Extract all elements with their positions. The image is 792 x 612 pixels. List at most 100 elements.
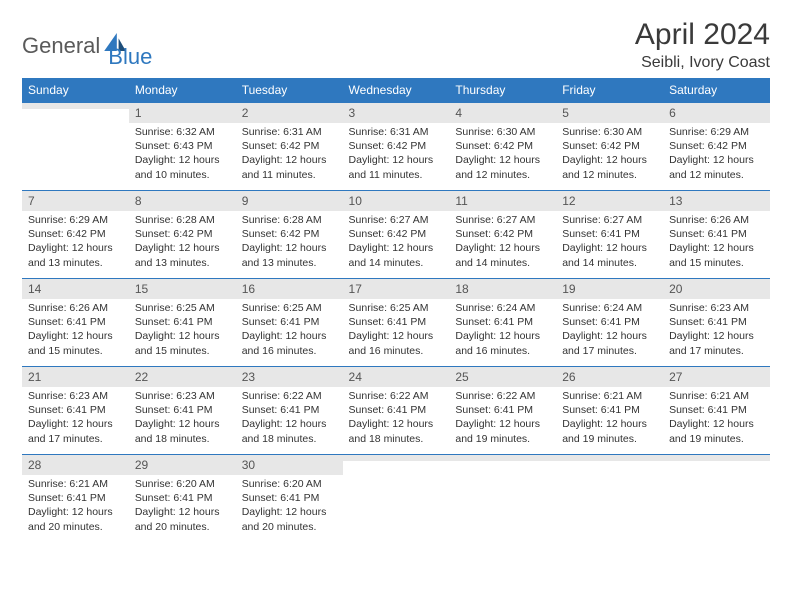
calendar-day-cell: 20Sunrise: 6:23 AMSunset: 6:41 PMDayligh… <box>663 278 770 366</box>
day-number: 4 <box>449 103 556 123</box>
calendar-day-cell: 11Sunrise: 6:27 AMSunset: 6:42 PMDayligh… <box>449 190 556 278</box>
day-number: 16 <box>236 279 343 299</box>
day-details: Sunrise: 6:23 AMSunset: 6:41 PMDaylight:… <box>22 387 129 452</box>
calendar-day-cell: 23Sunrise: 6:22 AMSunset: 6:41 PMDayligh… <box>236 366 343 454</box>
calendar-day-cell: 24Sunrise: 6:22 AMSunset: 6:41 PMDayligh… <box>343 366 450 454</box>
day-number: 29 <box>129 455 236 475</box>
calendar-day-cell <box>22 102 129 190</box>
day-details: Sunrise: 6:30 AMSunset: 6:42 PMDaylight:… <box>556 123 663 188</box>
calendar-day-cell <box>556 454 663 542</box>
day-number: 27 <box>663 367 770 387</box>
calendar-day-cell: 18Sunrise: 6:24 AMSunset: 6:41 PMDayligh… <box>449 278 556 366</box>
calendar-day-cell: 15Sunrise: 6:25 AMSunset: 6:41 PMDayligh… <box>129 278 236 366</box>
calendar-day-cell: 28Sunrise: 6:21 AMSunset: 6:41 PMDayligh… <box>22 454 129 542</box>
calendar-day-cell: 7Sunrise: 6:29 AMSunset: 6:42 PMDaylight… <box>22 190 129 278</box>
day-number: 19 <box>556 279 663 299</box>
day-details: Sunrise: 6:22 AMSunset: 6:41 PMDaylight:… <box>449 387 556 452</box>
calendar-day-cell <box>663 454 770 542</box>
day-details: Sunrise: 6:21 AMSunset: 6:41 PMDaylight:… <box>663 387 770 452</box>
calendar-day-cell: 30Sunrise: 6:20 AMSunset: 6:41 PMDayligh… <box>236 454 343 542</box>
logo: General Blue <box>22 22 152 70</box>
day-number: 8 <box>129 191 236 211</box>
day-details: Sunrise: 6:22 AMSunset: 6:41 PMDaylight:… <box>343 387 450 452</box>
day-details: Sunrise: 6:29 AMSunset: 6:42 PMDaylight:… <box>22 211 129 276</box>
calendar-page: General Blue April 2024 Seibli, Ivory Co… <box>0 0 792 542</box>
calendar-week: 1Sunrise: 6:32 AMSunset: 6:43 PMDaylight… <box>22 102 770 190</box>
day-details: Sunrise: 6:31 AMSunset: 6:42 PMDaylight:… <box>236 123 343 188</box>
calendar-day-cell: 22Sunrise: 6:23 AMSunset: 6:41 PMDayligh… <box>129 366 236 454</box>
weekday-header: Saturday <box>663 78 770 102</box>
weekday-header: Friday <box>556 78 663 102</box>
day-details: Sunrise: 6:24 AMSunset: 6:41 PMDaylight:… <box>556 299 663 364</box>
calendar-week: 14Sunrise: 6:26 AMSunset: 6:41 PMDayligh… <box>22 278 770 366</box>
calendar-table: Sunday Monday Tuesday Wednesday Thursday… <box>22 78 770 542</box>
day-details: Sunrise: 6:22 AMSunset: 6:41 PMDaylight:… <box>236 387 343 452</box>
day-details: Sunrise: 6:25 AMSunset: 6:41 PMDaylight:… <box>236 299 343 364</box>
day-number: 18 <box>449 279 556 299</box>
day-details: Sunrise: 6:25 AMSunset: 6:41 PMDaylight:… <box>129 299 236 364</box>
weekday-header: Tuesday <box>236 78 343 102</box>
day-number: 17 <box>343 279 450 299</box>
day-details: Sunrise: 6:20 AMSunset: 6:41 PMDaylight:… <box>236 475 343 540</box>
calendar-day-cell: 4Sunrise: 6:30 AMSunset: 6:42 PMDaylight… <box>449 102 556 190</box>
weekday-header: Wednesday <box>343 78 450 102</box>
day-number: 7 <box>22 191 129 211</box>
weekday-header: Thursday <box>449 78 556 102</box>
calendar-day-cell: 10Sunrise: 6:27 AMSunset: 6:42 PMDayligh… <box>343 190 450 278</box>
day-details: Sunrise: 6:32 AMSunset: 6:43 PMDaylight:… <box>129 123 236 188</box>
day-number: 11 <box>449 191 556 211</box>
calendar-day-cell: 13Sunrise: 6:26 AMSunset: 6:41 PMDayligh… <box>663 190 770 278</box>
calendar-day-cell: 25Sunrise: 6:22 AMSunset: 6:41 PMDayligh… <box>449 366 556 454</box>
day-number: 5 <box>556 103 663 123</box>
logo-text-general: General <box>22 33 100 59</box>
day-details: Sunrise: 6:27 AMSunset: 6:41 PMDaylight:… <box>556 211 663 276</box>
day-number: 12 <box>556 191 663 211</box>
calendar-day-cell: 9Sunrise: 6:28 AMSunset: 6:42 PMDaylight… <box>236 190 343 278</box>
day-number: 23 <box>236 367 343 387</box>
logo-text-blue: Blue <box>108 44 152 70</box>
day-number: 20 <box>663 279 770 299</box>
weekday-header: Sunday <box>22 78 129 102</box>
calendar-day-cell: 29Sunrise: 6:20 AMSunset: 6:41 PMDayligh… <box>129 454 236 542</box>
day-details: Sunrise: 6:20 AMSunset: 6:41 PMDaylight:… <box>129 475 236 540</box>
day-details: Sunrise: 6:27 AMSunset: 6:42 PMDaylight:… <box>343 211 450 276</box>
calendar-day-cell: 27Sunrise: 6:21 AMSunset: 6:41 PMDayligh… <box>663 366 770 454</box>
day-number: 13 <box>663 191 770 211</box>
day-details: Sunrise: 6:23 AMSunset: 6:41 PMDaylight:… <box>129 387 236 452</box>
calendar-day-cell: 8Sunrise: 6:28 AMSunset: 6:42 PMDaylight… <box>129 190 236 278</box>
day-number: 24 <box>343 367 450 387</box>
day-details: Sunrise: 6:31 AMSunset: 6:42 PMDaylight:… <box>343 123 450 188</box>
day-number: 15 <box>129 279 236 299</box>
day-details: Sunrise: 6:23 AMSunset: 6:41 PMDaylight:… <box>663 299 770 364</box>
calendar-day-cell: 26Sunrise: 6:21 AMSunset: 6:41 PMDayligh… <box>556 366 663 454</box>
day-details: Sunrise: 6:25 AMSunset: 6:41 PMDaylight:… <box>343 299 450 364</box>
month-title: April 2024 <box>635 18 770 52</box>
day-details: Sunrise: 6:28 AMSunset: 6:42 PMDaylight:… <box>236 211 343 276</box>
day-details: Sunrise: 6:28 AMSunset: 6:42 PMDaylight:… <box>129 211 236 276</box>
header: General Blue April 2024 Seibli, Ivory Co… <box>22 18 770 72</box>
calendar-day-cell: 5Sunrise: 6:30 AMSunset: 6:42 PMDaylight… <box>556 102 663 190</box>
calendar-day-cell: 1Sunrise: 6:32 AMSunset: 6:43 PMDaylight… <box>129 102 236 190</box>
calendar-day-cell: 6Sunrise: 6:29 AMSunset: 6:42 PMDaylight… <box>663 102 770 190</box>
day-number: 25 <box>449 367 556 387</box>
location: Seibli, Ivory Coast <box>635 54 770 72</box>
day-details: Sunrise: 6:30 AMSunset: 6:42 PMDaylight:… <box>449 123 556 188</box>
calendar-day-cell: 17Sunrise: 6:25 AMSunset: 6:41 PMDayligh… <box>343 278 450 366</box>
day-details: Sunrise: 6:26 AMSunset: 6:41 PMDaylight:… <box>663 211 770 276</box>
day-number: 1 <box>129 103 236 123</box>
weekday-header: Monday <box>129 78 236 102</box>
day-details: Sunrise: 6:24 AMSunset: 6:41 PMDaylight:… <box>449 299 556 364</box>
calendar-week: 7Sunrise: 6:29 AMSunset: 6:42 PMDaylight… <box>22 190 770 278</box>
day-number: 30 <box>236 455 343 475</box>
day-number: 2 <box>236 103 343 123</box>
day-details: Sunrise: 6:29 AMSunset: 6:42 PMDaylight:… <box>663 123 770 188</box>
calendar-week: 21Sunrise: 6:23 AMSunset: 6:41 PMDayligh… <box>22 366 770 454</box>
calendar-day-cell: 14Sunrise: 6:26 AMSunset: 6:41 PMDayligh… <box>22 278 129 366</box>
calendar-day-cell: 16Sunrise: 6:25 AMSunset: 6:41 PMDayligh… <box>236 278 343 366</box>
day-number: 21 <box>22 367 129 387</box>
calendar-day-cell: 2Sunrise: 6:31 AMSunset: 6:42 PMDaylight… <box>236 102 343 190</box>
day-number: 9 <box>236 191 343 211</box>
title-block: April 2024 Seibli, Ivory Coast <box>635 18 770 72</box>
day-number: 6 <box>663 103 770 123</box>
day-number: 22 <box>129 367 236 387</box>
